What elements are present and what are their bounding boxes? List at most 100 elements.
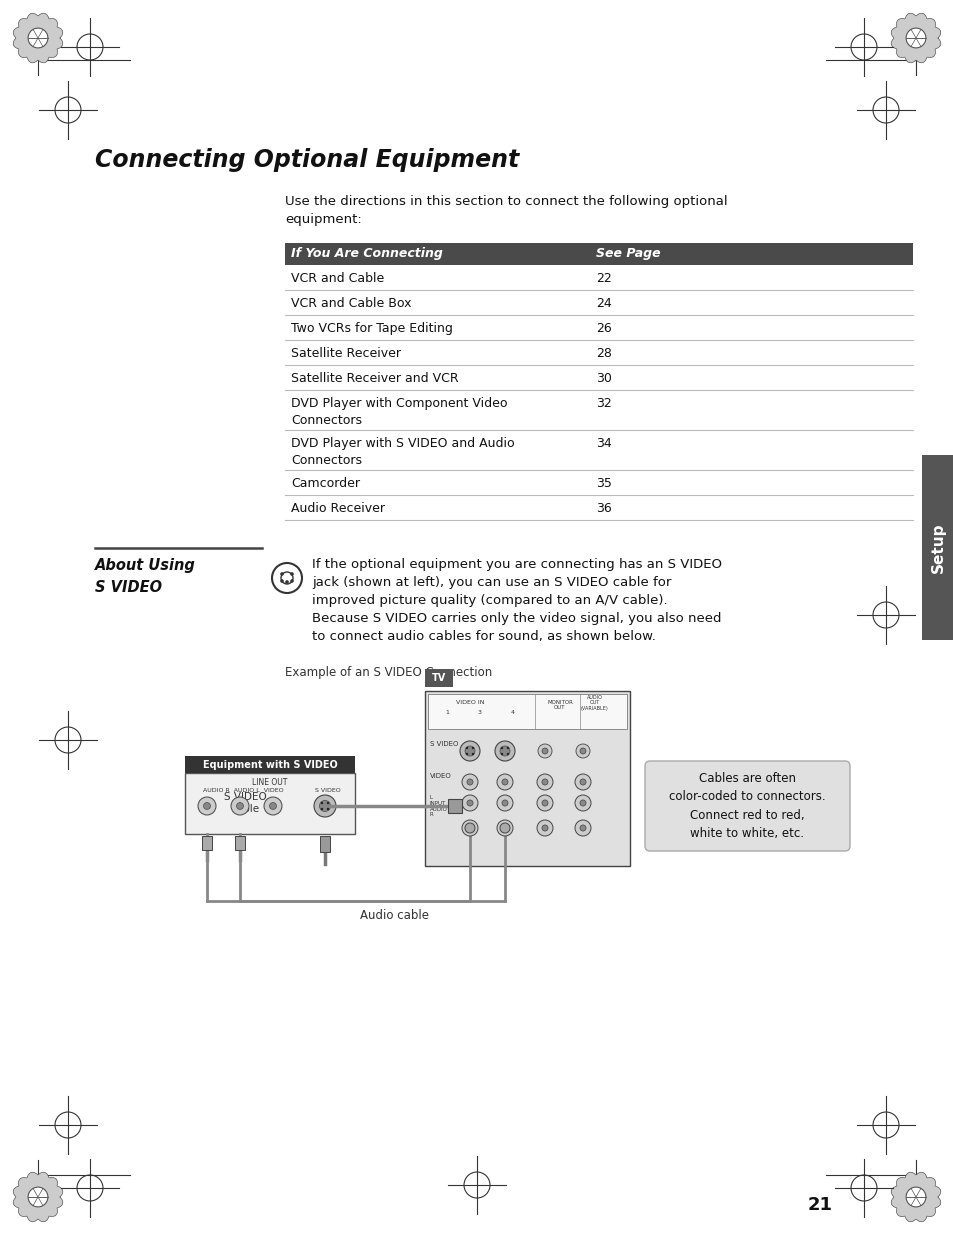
Circle shape [501, 825, 508, 831]
Circle shape [320, 808, 323, 810]
Circle shape [501, 800, 508, 806]
Text: 4: 4 [511, 710, 515, 715]
Circle shape [290, 572, 294, 576]
Circle shape [203, 803, 211, 809]
Text: VCR and Cable Box: VCR and Cable Box [291, 296, 411, 310]
Circle shape [264, 797, 282, 815]
Circle shape [579, 779, 585, 785]
Polygon shape [890, 1172, 940, 1221]
Text: 28: 28 [596, 347, 611, 359]
Circle shape [466, 825, 473, 831]
Circle shape [579, 800, 585, 806]
Bar [185, 773, 355, 834]
Circle shape [537, 795, 553, 811]
Circle shape [280, 579, 283, 583]
Circle shape [537, 774, 553, 790]
Circle shape [327, 802, 329, 804]
Text: AUDIO
OUT
(VARIABLE): AUDIO OUT (VARIABLE) [580, 695, 608, 711]
Bar [185, 756, 355, 773]
Text: Two VCRs for Tape Editing: Two VCRs for Tape Editing [291, 322, 453, 335]
Text: 30: 30 [596, 372, 611, 385]
Text: L
INPUT
AUDIO
R: L INPUT AUDIO R [430, 795, 447, 818]
Text: 3: 3 [477, 710, 481, 715]
Circle shape [320, 802, 323, 804]
Text: 36: 36 [596, 501, 611, 515]
Bar [234, 836, 245, 850]
Circle shape [280, 572, 283, 576]
Circle shape [905, 1187, 925, 1207]
Circle shape [28, 1187, 48, 1207]
Circle shape [575, 774, 590, 790]
Polygon shape [890, 14, 940, 63]
Circle shape [459, 741, 479, 761]
Text: TV: TV [432, 673, 446, 683]
Circle shape [465, 747, 468, 750]
Text: If You Are Connecting: If You Are Connecting [291, 247, 442, 261]
Circle shape [537, 743, 552, 758]
Circle shape [285, 580, 289, 584]
Circle shape [575, 820, 590, 836]
Circle shape [236, 803, 243, 809]
Circle shape [499, 823, 510, 832]
Circle shape [541, 779, 547, 785]
Text: DVD Player with Component Video
Connectors: DVD Player with Component Video Connecto… [291, 396, 507, 426]
Bar [202, 836, 212, 850]
Circle shape [270, 803, 276, 809]
Circle shape [905, 28, 925, 48]
Circle shape [497, 820, 513, 836]
Text: 21: 21 [806, 1195, 832, 1214]
Text: 24: 24 [596, 296, 611, 310]
Circle shape [506, 747, 509, 750]
Text: 26: 26 [596, 322, 611, 335]
Circle shape [541, 825, 547, 831]
Text: Use the directions in this section to connect the following optional
equipment:: Use the directions in this section to co… [285, 195, 727, 226]
FancyBboxPatch shape [644, 761, 849, 851]
Circle shape [499, 746, 510, 756]
Bar [921, 454, 953, 640]
Circle shape [501, 779, 508, 785]
Circle shape [290, 579, 294, 583]
Text: Audio Receiver: Audio Receiver [291, 501, 385, 515]
Text: Satellite Receiver and VCR: Satellite Receiver and VCR [291, 372, 458, 385]
Text: AUDIO R  AUDIO L  VIDEO: AUDIO R AUDIO L VIDEO [203, 788, 283, 793]
Text: See Page: See Page [596, 247, 659, 261]
Circle shape [497, 795, 513, 811]
Text: Satellite Receiver: Satellite Receiver [291, 347, 400, 359]
Bar [428, 694, 626, 729]
Circle shape [461, 820, 477, 836]
Text: Cables are often
color-coded to connectors.
Connect red to red,
white to white, : Cables are often color-coded to connecto… [668, 772, 825, 840]
Bar [424, 669, 453, 687]
Text: Equipment with S VIDEO: Equipment with S VIDEO [202, 760, 337, 769]
Circle shape [579, 825, 585, 831]
Circle shape [576, 743, 589, 758]
Circle shape [579, 748, 585, 755]
Polygon shape [13, 14, 63, 63]
Text: 32: 32 [596, 396, 611, 410]
Text: S VIDEO
cable: S VIDEO cable [223, 792, 266, 814]
Text: VCR and Cable: VCR and Cable [291, 272, 384, 285]
Circle shape [464, 746, 475, 756]
Circle shape [472, 753, 474, 755]
Circle shape [500, 753, 502, 755]
Bar [285, 243, 912, 266]
Circle shape [575, 795, 590, 811]
Text: VIDEO IN: VIDEO IN [456, 700, 484, 705]
Circle shape [319, 800, 330, 811]
Circle shape [327, 808, 329, 810]
Text: 34: 34 [596, 437, 611, 450]
Circle shape [231, 797, 249, 815]
Text: VIDEO: VIDEO [430, 773, 452, 779]
Text: 1: 1 [445, 710, 449, 715]
Circle shape [198, 797, 215, 815]
Circle shape [461, 795, 477, 811]
Circle shape [495, 741, 515, 761]
Bar [319, 836, 330, 852]
Text: LINE OUT: LINE OUT [252, 778, 288, 787]
Circle shape [461, 774, 477, 790]
Bar [448, 799, 461, 813]
Text: If the optional equipment you are connecting has an S VIDEO
jack (shown at left): If the optional equipment you are connec… [312, 558, 721, 643]
Text: MONITOR
OUT: MONITOR OUT [546, 699, 573, 710]
Text: Audio cable: Audio cable [360, 909, 429, 923]
Circle shape [537, 820, 553, 836]
Text: 35: 35 [596, 477, 611, 490]
